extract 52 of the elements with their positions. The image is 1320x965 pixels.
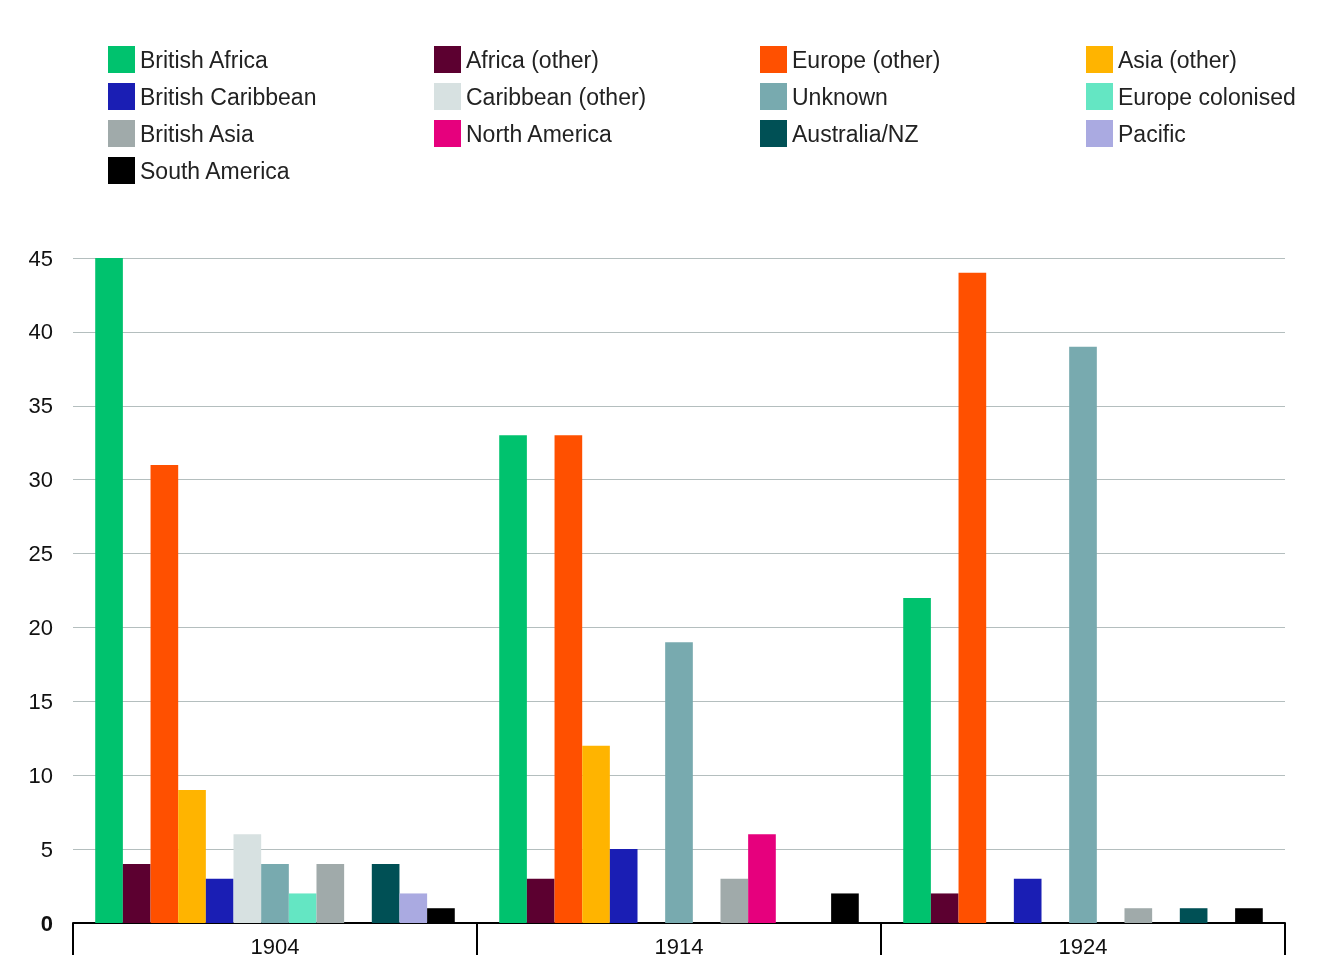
bar: [554, 435, 583, 923]
y-tick-label: 40: [28, 319, 53, 345]
x-tick-label: 1924: [1058, 933, 1108, 959]
bar: [526, 878, 555, 923]
bar: [205, 878, 234, 923]
bar: [930, 893, 959, 923]
bar: [233, 834, 262, 923]
legend-label: Caribbean (other): [466, 83, 647, 110]
bar: [609, 849, 638, 923]
bar: [748, 834, 776, 923]
y-tick-label: 30: [28, 467, 53, 493]
bar: [371, 863, 400, 923]
bar: [665, 642, 693, 923]
bar: [178, 790, 206, 923]
bar: [958, 272, 987, 923]
bar: [399, 893, 428, 923]
legend-label: Europe (other): [792, 46, 941, 73]
y-tick-label: 0: [40, 910, 53, 936]
bar: [1069, 346, 1097, 923]
y-tick-label: 15: [28, 688, 53, 714]
bar: [720, 878, 749, 923]
y-tick-label: 25: [28, 541, 53, 567]
legend-label: British Africa: [140, 46, 269, 73]
legend-label: Australia/NZ: [792, 120, 919, 147]
x-tick-label: 1914: [654, 933, 704, 959]
bar: [150, 464, 179, 923]
bar: [1179, 908, 1208, 923]
y-tick-label: 5: [40, 836, 53, 862]
y-tick-label: 45: [28, 245, 53, 271]
bar: [1013, 878, 1042, 923]
legend-label: British Asia: [140, 120, 254, 147]
bar: [582, 745, 610, 923]
bar: [316, 863, 345, 923]
bar: [1124, 908, 1153, 923]
bar: [122, 863, 151, 923]
bar: [95, 258, 123, 923]
y-tick-label: 10: [28, 762, 53, 788]
legend-label: Pacific: [1118, 120, 1186, 147]
legend-label: British Caribbean: [140, 83, 317, 110]
bar: [903, 597, 931, 923]
legend-label: South America: [140, 157, 290, 184]
x-tick-label: 1904: [250, 933, 300, 959]
bar: [499, 435, 527, 923]
y-tick-label: 20: [28, 614, 53, 640]
bar: [288, 893, 317, 923]
legend-label: North America: [466, 120, 612, 147]
bar: [261, 863, 289, 923]
legend-label: Europe colonised: [1118, 83, 1296, 110]
y-tick-label: 35: [28, 393, 53, 419]
legend-label: Asia (other): [1118, 46, 1237, 73]
legend-label: Unknown: [792, 83, 888, 110]
legend-label: Africa (other): [466, 46, 599, 73]
